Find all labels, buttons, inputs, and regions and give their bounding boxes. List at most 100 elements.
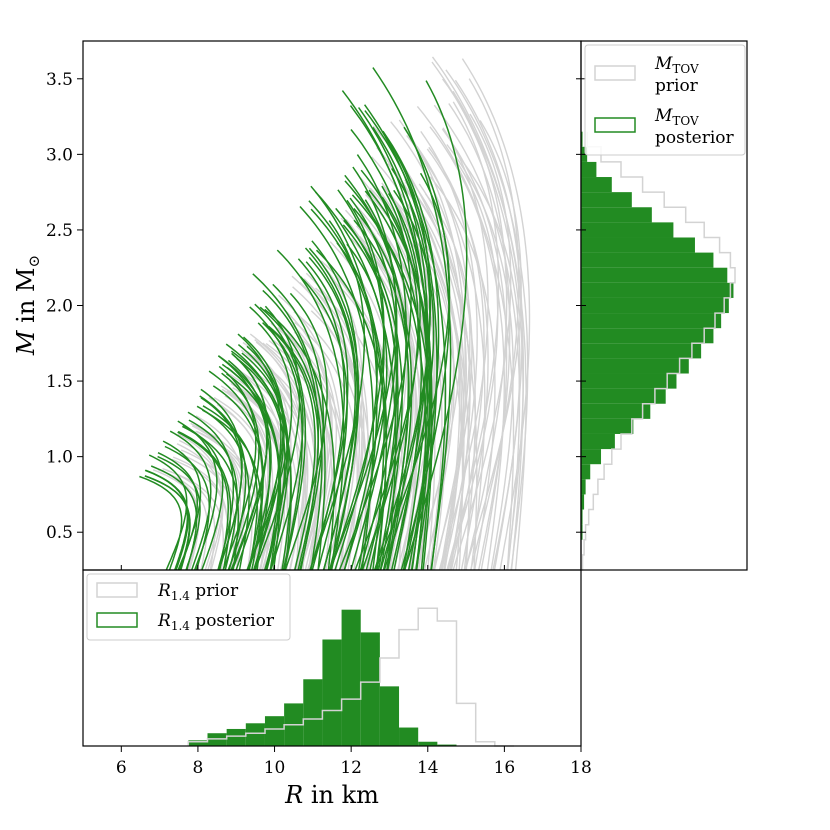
- right-legend-prior-label: prior: [655, 76, 699, 96]
- posterior-mr-curve: [372, 67, 452, 571]
- right-hist-bar: [581, 343, 702, 359]
- prior-mr-curve: [293, 331, 338, 571]
- y-axis-label-var: M: [12, 329, 40, 356]
- prior-mr-curve: [442, 78, 525, 571]
- x-axis-label: R in km: [284, 781, 379, 809]
- posterior-mr-curve: [202, 409, 263, 571]
- right-legend-box: [584, 44, 746, 156]
- posterior-mr-curve: [242, 336, 285, 571]
- posterior-mr-curve: [237, 333, 282, 571]
- svg-text:MTOV: MTOV: [654, 106, 699, 128]
- bottom-hist-bar: [188, 740, 208, 746]
- posterior-mr-curve: [344, 174, 410, 571]
- prior-mr-curve: [433, 104, 521, 571]
- right-hist-bar: [581, 252, 714, 268]
- x-tick-label: 6: [116, 758, 127, 778]
- posterior-mr-curve: [237, 344, 289, 571]
- right-legend-prior-var: M: [654, 54, 673, 74]
- right-hist-bar: [581, 373, 677, 389]
- x-tick-label: 16: [494, 758, 516, 778]
- prior-mr-curve: [441, 128, 508, 571]
- prior-mr-curve: [178, 439, 224, 571]
- bottom-hist-bar: [303, 679, 323, 746]
- posterior-mr-curve: [262, 322, 304, 571]
- right-legend: MTOV prior MTOV posterior: [584, 44, 746, 156]
- right-legend-prior-sub: TOV: [672, 62, 699, 76]
- posterior-mr-curve: [349, 105, 432, 571]
- bottom-hist-bar: [399, 727, 419, 746]
- posterior-mr-curve: [246, 322, 293, 571]
- prior-mr-curve: [461, 58, 531, 571]
- right-hist-bar: [581, 464, 591, 480]
- posterior-mr-curve: [363, 104, 438, 571]
- bottom-legend-posterior-label: posterior: [190, 611, 275, 631]
- prior-mr-curve: [390, 121, 476, 571]
- posterior-mr-curve: [177, 430, 232, 571]
- bottom-hist-prior-step: [187, 607, 514, 747]
- right-legend-prior-swatch: [594, 65, 636, 81]
- x-axis-label-var: R: [284, 781, 303, 809]
- y-tick-label: 3.0: [46, 145, 73, 165]
- right-hist-bar: [581, 131, 583, 147]
- posterior-mr-curve: [139, 475, 183, 571]
- bottom-legend-posterior-swatch: [96, 612, 138, 628]
- x-tick-label: 8: [193, 758, 204, 778]
- prior-mr-curve: [252, 355, 309, 571]
- prior-mr-curve: [371, 156, 470, 571]
- y-tick-label: 3.5: [46, 70, 73, 90]
- right-hist-bar: [581, 297, 729, 314]
- right-hist-bar: [581, 328, 714, 344]
- posterior-mr-curve: [373, 168, 431, 571]
- posterior-mr-curve: [196, 405, 250, 571]
- prior-mr-curve: [413, 183, 462, 571]
- prior-mr-curve: [268, 339, 333, 571]
- bottom-legend-posterior-var: R: [157, 611, 171, 631]
- right-legend-posterior-sub: TOV: [672, 114, 699, 128]
- bottom-hist-bar: [418, 741, 438, 746]
- right-hist-bar: [581, 177, 612, 193]
- prior-mr-curve: [448, 103, 511, 571]
- right-hist-bar: [581, 282, 734, 298]
- posterior-mr-curve: [169, 430, 212, 571]
- prior-mr-curve: [229, 373, 300, 571]
- prior-mr-curve: [404, 181, 471, 571]
- posterior-mr-curve: [268, 325, 319, 571]
- posterior-mr-curve: [335, 207, 399, 571]
- main-panel: 0.5 1.0 1.5 2.0 2.5 3.0 3.5: [46, 40, 582, 571]
- prior-mr-curve: [438, 127, 489, 571]
- posterior-mr-curve: [343, 219, 403, 571]
- posterior-mr-curve: [299, 206, 375, 571]
- posterior-mr-curve: [314, 191, 397, 571]
- posterior-mr-curve: [236, 357, 286, 571]
- posterior-mr-curve: [382, 130, 440, 571]
- posterior-mr-curve: [310, 208, 385, 571]
- x-tick-label: 18: [570, 758, 592, 778]
- posterior-mr-curve: [300, 276, 348, 571]
- bottom-legend-prior-var: R: [157, 581, 171, 601]
- bottom-hist-bar: [264, 716, 285, 746]
- prior-mr-curve: [429, 126, 505, 571]
- right-hist-posterior: [581, 131, 734, 540]
- right-hist-bar: [581, 237, 695, 253]
- posterior-mr-curve: [226, 367, 272, 571]
- posterior-mr-curve: [272, 283, 325, 571]
- bottom-hist-bar: [360, 632, 380, 746]
- main-y-ticks: 0.5 1.0 1.5 2.0 2.5 3.0 3.5: [46, 70, 581, 543]
- main-posterior-curves: [139, 67, 468, 571]
- prior-mr-curve: [310, 310, 363, 571]
- prior-mr-curve: [468, 78, 520, 571]
- right-hist-bar: [581, 192, 632, 208]
- bottom-hist-bar: [322, 639, 342, 746]
- right-panel: MTOV prior MTOV posterior: [580, 40, 748, 571]
- posterior-mr-curve: [241, 352, 288, 571]
- posterior-mr-curve: [308, 256, 357, 571]
- y-tick-label: 0.5: [46, 523, 73, 543]
- posterior-mr-curve: [144, 469, 189, 571]
- right-hist-bar: [581, 449, 602, 465]
- bottom-panel: 6 8 10 12 14 16 18 R1.4 prior R1.4 posterior: [82, 565, 592, 778]
- posterior-mr-curve: [148, 454, 188, 571]
- right-legend-posterior-var: M: [654, 106, 673, 126]
- prior-mr-curve: [424, 193, 473, 571]
- right-legend-posterior-swatch: [594, 117, 636, 133]
- bottom-frame: [82, 569, 582, 747]
